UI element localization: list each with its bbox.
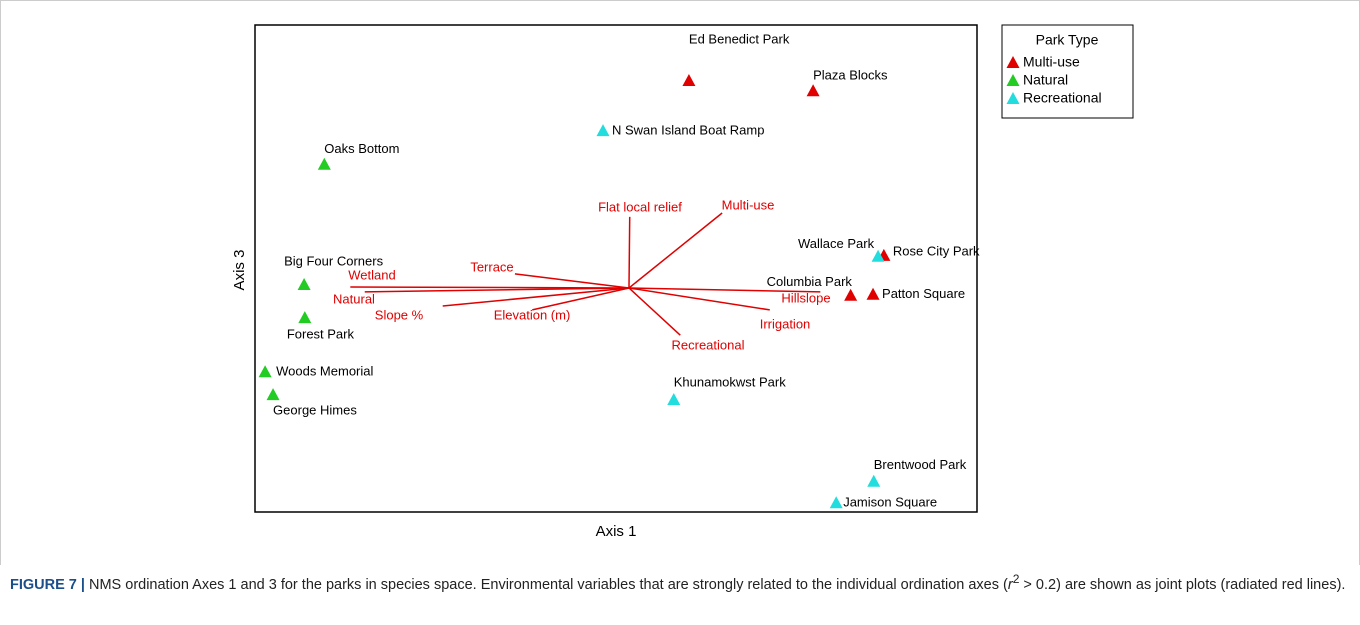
legend-label: Multi-use	[1023, 54, 1080, 70]
caption-text: > 0.2) are shown as joint plots (radiate…	[1019, 576, 1346, 593]
point	[806, 84, 820, 97]
point	[317, 157, 331, 170]
vector-label: Recreational	[672, 337, 745, 352]
legend-marker	[1006, 74, 1020, 86]
vector-label: Irrigation	[760, 316, 811, 331]
point	[266, 388, 280, 401]
point	[829, 496, 843, 509]
legend-label: Recreational	[1023, 90, 1102, 106]
point	[297, 278, 311, 291]
point-label: Columbia Park	[767, 274, 853, 289]
point-label: Woods Memorial	[276, 364, 373, 379]
point	[298, 311, 312, 324]
point	[866, 287, 880, 300]
point-label: N Swan Island Boat Ramp	[612, 123, 764, 138]
point-label: Patton Square	[882, 286, 965, 301]
caption-text: r	[1007, 576, 1013, 593]
vector-label: Hillslope	[781, 290, 830, 305]
joint-vector	[628, 216, 631, 288]
legend-marker	[1006, 56, 1020, 68]
y-axis-label: Axis 3	[231, 250, 248, 291]
point	[844, 288, 858, 301]
caption-text: NMS ordination Axes 1 and 3 for the park…	[89, 576, 1008, 593]
point-label: Rose City Park	[893, 243, 980, 258]
point	[682, 74, 696, 87]
joint-vector	[628, 212, 723, 289]
vector-label: Wetland	[348, 267, 395, 282]
legend-box	[1001, 24, 1134, 119]
vector-label: Multi-use	[722, 197, 775, 212]
caption-text: 2	[1012, 572, 1020, 586]
point-label: Oaks Bottom	[324, 141, 399, 156]
caption: FIGURE 7 | NMS ordination Axes 1 and 3 f…	[10, 568, 1350, 596]
point-label: George Himes	[273, 403, 357, 418]
point	[596, 124, 610, 137]
legend-label: Natural	[1023, 72, 1068, 88]
vector-label: Terrace	[470, 259, 513, 274]
point-label: Ed Benedict Park	[689, 31, 790, 46]
point	[871, 249, 885, 262]
point-label: Wallace Park	[798, 236, 875, 251]
joint-vector	[628, 287, 770, 311]
point-label: Jamison Square	[843, 495, 937, 510]
point	[258, 365, 272, 378]
vector-label: Flat local relief	[598, 199, 682, 214]
vector-label: Elevation (m)	[494, 307, 571, 322]
point-label: Forest Park	[287, 327, 355, 342]
legend-marker	[1006, 92, 1020, 104]
joint-vector	[628, 287, 821, 293]
legend-title: Park Type	[1036, 32, 1099, 48]
vector-label: Slope %	[375, 307, 424, 322]
joint-vector	[442, 287, 630, 307]
caption-label: FIGURE 7 |	[10, 576, 85, 593]
joint-vector	[532, 287, 630, 311]
joint-vector	[350, 286, 629, 289]
point-label: Plaza Blocks	[813, 68, 888, 83]
point-label: Khunamokwst Park	[674, 374, 786, 389]
joint-vector	[628, 287, 681, 336]
x-axis-label: Axis 1	[596, 523, 637, 540]
joint-vector	[514, 273, 630, 289]
point-label: Big Four Corners	[284, 253, 383, 268]
vector-label: Natural	[333, 291, 375, 306]
plot-frame	[254, 24, 978, 513]
joint-vector	[364, 287, 630, 293]
point	[867, 474, 881, 487]
point	[667, 392, 681, 405]
point-label: Brentwood Park	[874, 457, 967, 472]
